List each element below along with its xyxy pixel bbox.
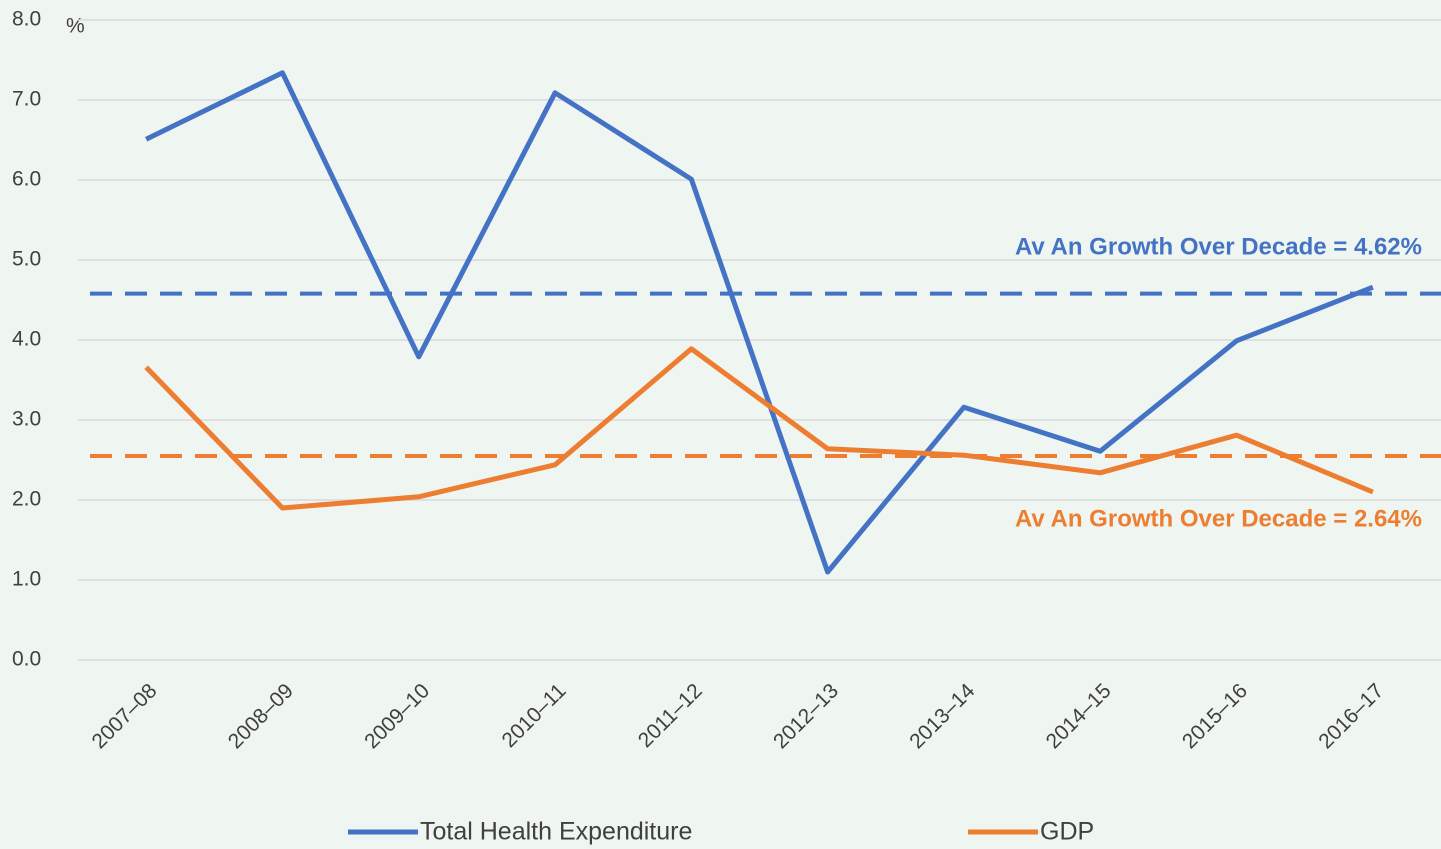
y-tick-label: 0.0: [12, 648, 41, 671]
y-tick-label: 5.0: [12, 248, 41, 271]
y-tick-label: 6.0: [12, 168, 41, 191]
series-line: [144, 346, 1374, 511]
x-tick-label: 2009–10: [360, 679, 434, 753]
x-tick-label: 2016–17: [1314, 679, 1388, 753]
series-line: [145, 70, 1374, 575]
x-tick-label: 2011–12: [634, 679, 707, 752]
x-tick-label: 2013–14: [905, 679, 979, 753]
y-tick-label: 8.0: [12, 8, 41, 31]
y-tick-label: 3.0: [12, 408, 41, 431]
x-tick-label: 2007–08: [88, 679, 162, 753]
annotation: Av An Growth Over Decade = 2.64%: [1015, 505, 1422, 532]
x-tick-label: 2014–15: [1042, 679, 1116, 753]
y-tick-label: 4.0: [12, 328, 41, 351]
legend-label: GDP: [1040, 818, 1094, 846]
y-tick-label: 1.0: [12, 568, 41, 591]
x-tick-label: 2010–11: [498, 679, 571, 752]
x-tick-label: 2008–09: [224, 679, 298, 753]
annotation: Av An Growth Over Decade = 4.62%: [1015, 233, 1422, 260]
legend-label: Total Health Expenditure: [420, 818, 692, 846]
y-unit: %: [66, 15, 85, 38]
x-tick-label: 2015–16: [1178, 679, 1252, 753]
x-tick-label: 2012–13: [769, 679, 843, 753]
y-tick-label: 7.0: [12, 88, 41, 111]
y-tick-label: 2.0: [12, 488, 41, 511]
